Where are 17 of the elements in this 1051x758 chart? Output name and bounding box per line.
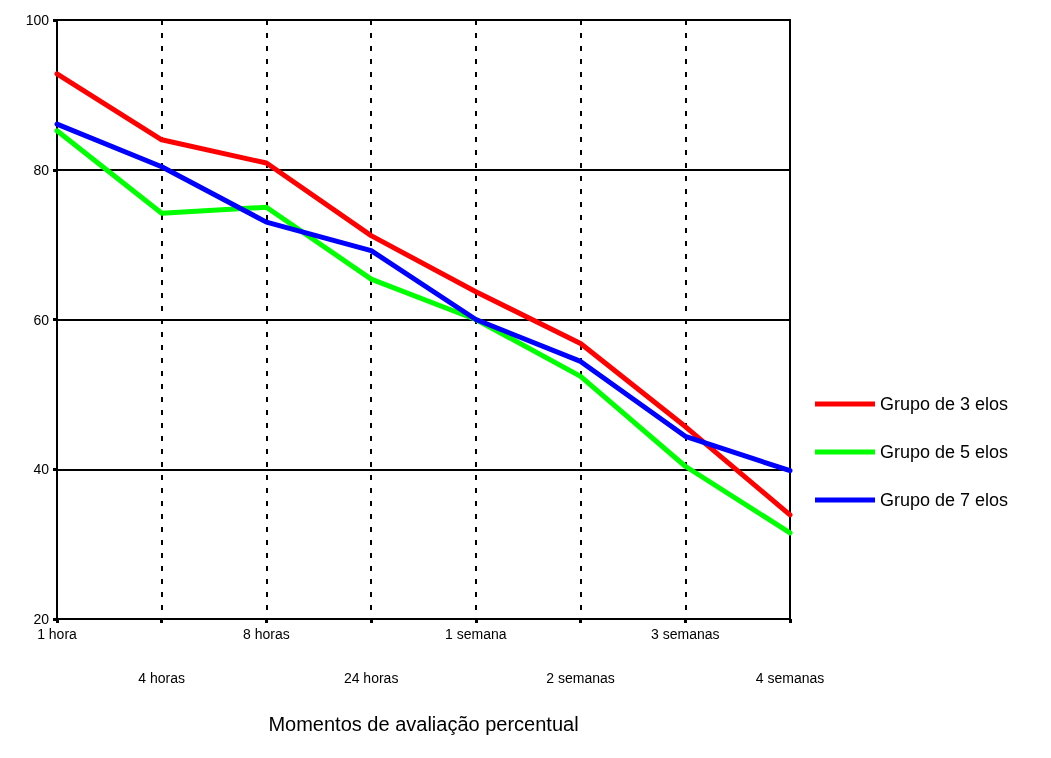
x-tick-label: 8 horas <box>243 626 290 642</box>
x-tick-label: 4 semanas <box>755 670 825 686</box>
y-tick-label: 60 <box>33 311 50 328</box>
y-tick-label: 40 <box>33 461 50 478</box>
legend-label: Grupo de 7 elos <box>880 490 1009 510</box>
y-tick-label: 20 <box>33 611 50 627</box>
legend-label: Grupo de 5 elos <box>880 442 1009 462</box>
x-axis-title: Momentos de avaliação percentual <box>268 713 579 735</box>
x-tick-label: 3 semanas <box>651 626 720 642</box>
x-tick-label: 2 semanas <box>546 670 615 686</box>
legend-label: Grupo de 3 elos <box>880 394 1009 414</box>
x-tick-label: 1 hora <box>37 626 78 642</box>
y-tick-label: 100 <box>25 12 50 28</box>
x-tick-label: 4 horas <box>138 670 186 686</box>
x-tick-label: 24 horas <box>343 670 399 686</box>
y-tick-label: 80 <box>33 161 50 178</box>
x-tick-label: 1 semana <box>445 626 507 642</box>
